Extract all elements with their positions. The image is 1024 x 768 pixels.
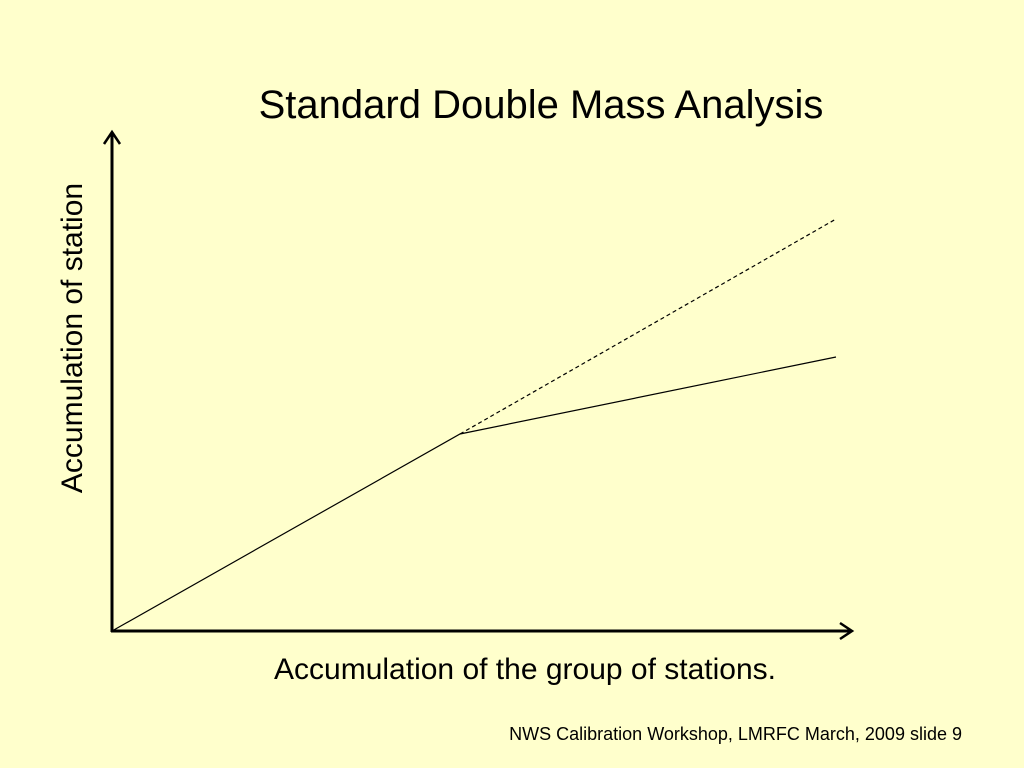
expected-line [459,218,837,435]
x-axis-arrow [839,621,855,641]
y-axis-label: Accumulation of station [56,183,89,493]
footer: NWS Calibration Workshop, LMRFC March, 2… [509,724,962,744]
y-axis-arrow [102,129,122,145]
x-axis-label: Accumulation of the group of stations. [274,653,776,686]
slide-title: Standard Double Mass Analysis [259,83,824,127]
